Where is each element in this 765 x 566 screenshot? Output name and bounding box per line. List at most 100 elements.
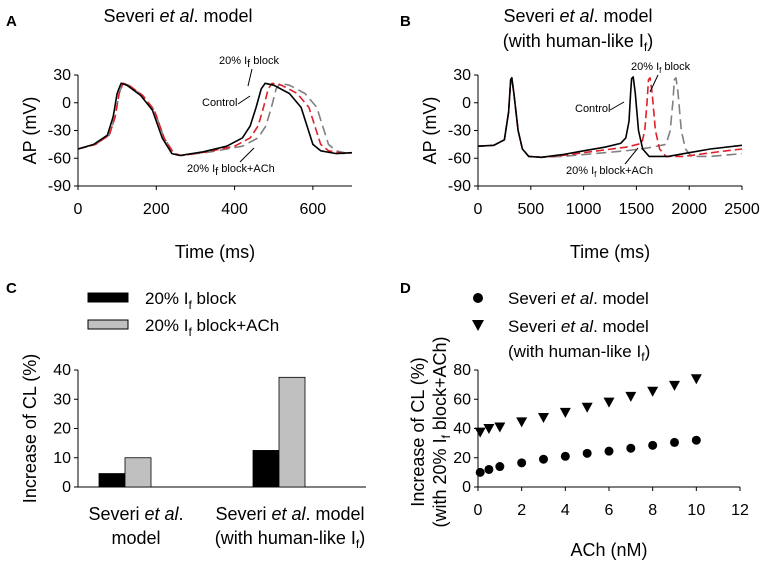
- panel-d-xlabel: ACh (nM): [570, 540, 647, 560]
- panel-d-point-circle: [560, 451, 570, 461]
- panel-d-point-triangle: [474, 427, 486, 438]
- panel-d-xtick-label: 12: [731, 502, 749, 519]
- panel-d-point-triangle: [538, 413, 549, 424]
- panel-c-ytick-label: 20: [53, 421, 71, 438]
- panel-a-line-if-block: [77, 82, 353, 157]
- panel-d-point-circle: [517, 458, 527, 468]
- panel-d-ylabel-line2: (with 20% If block+ACh): [430, 337, 453, 528]
- panel-d-axes: 0 20 40 60 80 0 2 4 6 8 10 12 ACh (nM): [453, 362, 749, 560]
- panel-d-xtick-label: 6: [605, 502, 614, 519]
- panel-c-category-2-line1: Severi et al. model: [215, 504, 364, 524]
- panel-c-bar-if-block-2: [252, 450, 280, 488]
- panel-c-ytick-label: 0: [62, 479, 71, 496]
- panel-b-ytick-label: -60: [448, 150, 471, 167]
- panel-c-legend-if-block-ach: 20% If block+ACh: [145, 316, 279, 339]
- panel-d-point-circle: [604, 446, 614, 456]
- panel-c-letter: C: [6, 280, 17, 297]
- panel-d-point-circle: [475, 467, 485, 477]
- panel-d-point-triangle: [494, 422, 506, 433]
- panel-a-arrow-if-block-ach: [239, 147, 255, 163]
- panel-a-arrow-if-block: [247, 68, 253, 87]
- panel-d-ytick-label: 0: [462, 479, 471, 496]
- panel-b-title-line2: (with human-like If): [503, 31, 653, 54]
- panel-d-point-circle: [648, 440, 658, 450]
- panel-d-point-circle: [670, 437, 679, 447]
- panel-b-xtick-label: 1000: [566, 201, 602, 218]
- panel-d-ylabel-line1: Increase of CL (%): [408, 357, 428, 506]
- panel-d-xtick-label: 2: [517, 502, 526, 519]
- panel-a: A Severi et al. model 300-30-60-900 200 40…: [6, 6, 353, 262]
- panel-b-ytick-label: -30: [448, 123, 471, 140]
- panel-d-point-triangle: [625, 391, 637, 402]
- panel-d: D Severi et al. model Severi et al. mode…: [400, 280, 749, 560]
- panel-d-xtick-label: 8: [648, 502, 657, 519]
- panel-a-line-control: [77, 82, 353, 157]
- panel-b-ytick-label: 0: [462, 95, 471, 112]
- panel-c-category-2-line2: (with human-like If): [215, 528, 365, 551]
- panel-d-xtick-label: 0: [474, 502, 483, 519]
- panel-b-xtick-label: 1500: [619, 201, 655, 218]
- panel-b-xtick-label: 500: [517, 201, 544, 218]
- panel-b-ylabel: AP (mV): [420, 97, 440, 165]
- panel-d-ytick-label: 80: [453, 362, 471, 379]
- panel-b: B Severi et al. model (with human-like I…: [400, 6, 760, 262]
- panel-d-ytick-label: 40: [453, 421, 471, 438]
- panel-a-arrow-control: [237, 95, 251, 105]
- panel-a-xtick-label: 600: [300, 201, 327, 218]
- panel-d-point-circle: [484, 464, 494, 474]
- panel-d-legend-marker-circle: [473, 293, 483, 303]
- panel-a-title: Severi et al. model: [103, 6, 252, 26]
- panel-d-point-circle: [691, 435, 701, 445]
- panel-b-series: [477, 76, 743, 159]
- panel-d-ytick-label: 60: [453, 391, 471, 408]
- panel-b-title: Severi et al. model: [503, 6, 652, 26]
- panel-d-legend-series-1: Severi et al. model: [508, 289, 649, 308]
- panel-c-legend-swatch-if-block-ach: [87, 319, 129, 330]
- panel-d-point-circle: [495, 462, 505, 472]
- panel-d-points: [474, 374, 702, 477]
- panel-c-category-1-line1: Severi et al.: [88, 504, 183, 524]
- panel-c-bar-if-block-ach-1: [124, 457, 152, 488]
- panel-d-point-triangle: [690, 374, 702, 385]
- panel-a-annotation-control: Control: [202, 97, 237, 109]
- panel-d-point-circle: [582, 448, 592, 458]
- panel-a-line-if-block-ach: [77, 82, 353, 157]
- panel-a-xlabel: Time (ms): [175, 242, 255, 262]
- panel-d-ytick-label: 20: [453, 450, 471, 467]
- panel-d-point-triangle: [559, 407, 571, 418]
- panel-d-xtick-label: 10: [687, 502, 705, 519]
- panel-c-category-1-line2: model: [111, 528, 160, 548]
- panel-b-arrow-control: [609, 101, 625, 111]
- panel-b-xlabel: Time (ms): [570, 242, 650, 262]
- panel-c-bar-if-block-ach-2: [278, 376, 306, 488]
- panel-d-point-triangle: [581, 402, 593, 413]
- panel-b-arrow-if-block-ach: [624, 147, 639, 165]
- panel-a-ylabel: AP (mV): [20, 97, 40, 165]
- panel-d-legend-series-2-line2: (with human-like If): [508, 342, 650, 364]
- panel-c-ytick-label: 30: [53, 391, 71, 408]
- panel-c-legend-swatch-if-block: [87, 292, 129, 303]
- panel-b-letter: B: [400, 13, 411, 30]
- panel-c-bars: [98, 376, 306, 488]
- panel-d-legend-marker-triangle: [472, 320, 484, 331]
- panel-a-series: [77, 82, 353, 157]
- panel-d-point-circle: [539, 454, 548, 464]
- panel-d-legend-series-2-line1: Severi et al. model: [508, 317, 649, 336]
- panel-b-xtick-label: 0: [474, 201, 483, 218]
- panel-a-xtick-label: 400: [221, 201, 248, 218]
- panel-c-ytick-label: 10: [53, 450, 71, 467]
- panel-b-annotation-control: Control: [575, 103, 610, 115]
- panel-d-point-triangle: [647, 386, 659, 397]
- panel-a-ytick-label: -30: [48, 123, 71, 140]
- panel-a-annotation-if-block: 20% If block: [219, 55, 279, 70]
- panel-b-xtick-label: 2000: [671, 201, 707, 218]
- panel-d-letter: D: [400, 280, 411, 297]
- panel-a-ytick-label: 0: [62, 95, 71, 112]
- panel-b-arrow-if-block: [649, 74, 659, 93]
- panel-c-axes: 0 10 20 30 40 Increase of CL (%): [20, 354, 366, 503]
- panel-a-ytick-label: 30: [53, 67, 71, 84]
- panel-c-ytick-label: 40: [53, 362, 71, 379]
